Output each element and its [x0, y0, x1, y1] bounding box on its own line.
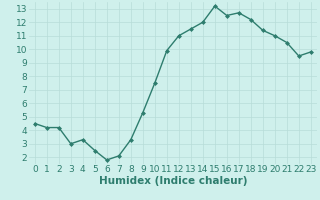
X-axis label: Humidex (Indice chaleur): Humidex (Indice chaleur) [99, 176, 247, 186]
